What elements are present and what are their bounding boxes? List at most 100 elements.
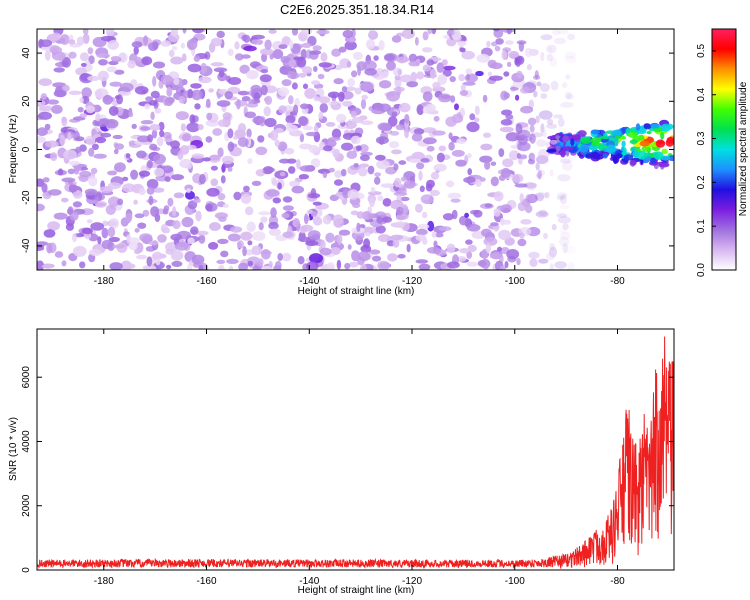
spectrogram-cell <box>459 90 469 96</box>
spectrogram-cell <box>360 81 374 93</box>
spectrogram-cell <box>319 103 328 113</box>
spectrogram-cell <box>41 183 48 193</box>
spectrogram-cell <box>171 174 185 181</box>
spectrogram-cell <box>37 246 45 251</box>
spectrogram-cell <box>128 237 140 244</box>
spectrogram-cell <box>313 125 319 133</box>
spectrogram-cell <box>497 246 502 252</box>
spectrogram-cell <box>144 103 151 110</box>
spectrogram-cell <box>288 59 296 68</box>
spectrogram-cell <box>519 193 524 203</box>
spectrogram-cell <box>148 42 158 51</box>
spectrogram-cell <box>174 241 189 251</box>
spectrogram-cell <box>307 193 321 199</box>
spectrogram-cell <box>97 70 109 82</box>
spectrogram-cell <box>420 194 434 205</box>
spectrogram-cell <box>316 29 330 35</box>
spectrogram-cell <box>126 263 136 269</box>
spectrogram-cell <box>411 133 423 142</box>
spectrogram-signal-cell <box>605 144 617 153</box>
spectrogram-cell <box>406 80 419 88</box>
spectrogram-cell <box>397 253 406 259</box>
spectrogram-cell <box>150 90 160 99</box>
spectrogram-cell <box>193 55 201 62</box>
snr-y-tick-label: 4000 <box>21 430 32 453</box>
spectrogram-cell <box>210 37 223 47</box>
spectrogram-cell <box>152 187 165 193</box>
spectrogram-cell <box>528 251 540 259</box>
spectrogram-signal-cell <box>570 138 575 146</box>
spectrogram-cell <box>148 240 159 246</box>
spectrogram-cell <box>298 174 309 180</box>
spectrogram-cell <box>542 129 547 138</box>
spectrogram-cell <box>487 59 497 69</box>
spectrogram-cell <box>313 96 321 102</box>
spectrogram-signal-cell <box>629 159 637 166</box>
spectrogram-cell <box>227 141 235 152</box>
spectrogram-cell <box>149 124 161 131</box>
spectrogram-cell <box>422 31 429 41</box>
spectrogram-cell <box>535 115 540 124</box>
spectrogram-cell <box>333 78 344 85</box>
spectrogram-cell <box>163 205 170 212</box>
spectrogram-cell <box>291 82 298 90</box>
spectrogram-cell <box>348 36 357 43</box>
spectrogram-cell <box>503 92 510 99</box>
spectrogram-cell <box>523 182 537 189</box>
spectrogram-cell <box>311 80 321 86</box>
spectrogram-cell <box>458 215 469 226</box>
spectrogram-cell <box>357 251 371 262</box>
spectrogram-cell <box>41 263 54 269</box>
spectrogram-cell <box>88 55 95 64</box>
spectrogram-cell <box>426 145 435 152</box>
spectrogram-y-tick-label: -20 <box>21 190 32 205</box>
spectrogram-cell <box>226 258 239 264</box>
spectrogram-cell <box>76 36 85 46</box>
spectrogram-cell <box>359 264 368 270</box>
spectrogram-signal-cell <box>602 153 608 159</box>
spectrogram-cell <box>347 78 356 87</box>
snr-x-tick-label: -180 <box>94 576 114 587</box>
spectrogram-cell <box>152 75 157 87</box>
spectrogram-cell <box>367 165 375 175</box>
spectrogram-cell <box>217 193 226 201</box>
snr-x-axis-label: Height of straight line (km) <box>298 585 415 596</box>
spectrogram-cell <box>105 29 115 37</box>
spectrogram-cell <box>498 148 505 158</box>
spectrogram-cell <box>263 106 271 117</box>
spectrogram-cell <box>393 163 399 171</box>
spectrogram-cell <box>38 78 53 86</box>
spectrogram-cell <box>187 237 195 245</box>
spectrogram-cell <box>433 240 438 248</box>
spectrogram-cell <box>301 29 313 36</box>
spectrogram-cell <box>378 40 385 51</box>
spectrogram-cell <box>79 170 92 178</box>
spectrogram-cell <box>429 68 437 79</box>
spectrogram-cell <box>534 192 548 199</box>
spectrogram-cell <box>40 93 47 100</box>
spectrogram-cell <box>372 255 382 262</box>
spectrogram-panel: -180 -160 -140 -120 -100 -80 -40 -20 0 20 40 Heig… <box>8 28 675 297</box>
spectrogram-cell <box>426 179 435 189</box>
spectrogram-cell <box>361 211 372 221</box>
spectrogram-cell <box>518 41 525 52</box>
spectrogram-cell <box>51 104 63 114</box>
spectrogram-cell <box>346 150 358 159</box>
spectrogram-cell <box>467 168 473 176</box>
spectrogram-cell <box>336 259 342 270</box>
spectrogram-cell <box>170 140 180 149</box>
spectrogram-cell <box>422 137 437 145</box>
spectrogram-cell <box>399 74 413 83</box>
spectrogram-cell <box>291 185 305 194</box>
spectrogram-cell <box>278 105 287 114</box>
spectrogram-cell <box>75 136 85 142</box>
spectrogram-cell <box>47 221 60 231</box>
spectrogram-cell <box>415 234 427 242</box>
spectrogram-cell <box>260 85 268 96</box>
spectrogram-cell <box>282 196 293 203</box>
spectrogram-cell <box>538 258 549 264</box>
spectrogram-cell <box>356 211 365 219</box>
spectrogram-cell <box>227 166 233 172</box>
spectrogram-cell <box>393 86 405 93</box>
spectrogram-cell <box>466 251 473 259</box>
